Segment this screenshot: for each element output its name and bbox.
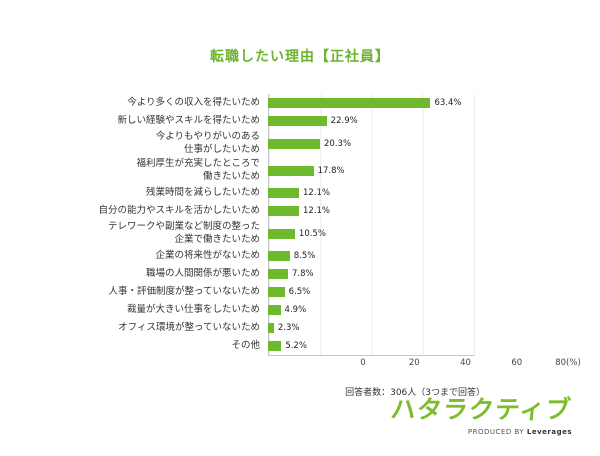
bar-track: 22.9% <box>268 116 473 126</box>
value-label: 10.5% <box>298 228 326 239</box>
bar-track: 2.3% <box>268 323 473 333</box>
chart-row: テレワークや副業など制度の整った 企業で働きたいため 10.5% <box>95 220 495 247</box>
chart-row: 人事・評価制度が整っていないため 6.5% <box>95 283 495 301</box>
bar-track: 7.8% <box>268 269 473 279</box>
bar-track: 5.2% <box>268 341 473 351</box>
value-label: 17.8% <box>317 165 345 176</box>
bar <box>268 188 299 198</box>
chart-row: 自分の能力やスキルを活かしたいため 12.1% <box>95 202 495 220</box>
category-label: オフィス環境が整っていないため <box>118 321 260 333</box>
value-label: 22.9% <box>330 116 358 126</box>
value-label: 6.5% <box>288 287 311 297</box>
chart-row: 企業の将来性がないため 8.5% <box>95 247 495 265</box>
bar-track: 63.4% <box>268 98 473 108</box>
chart-row: 今より多くの収入を得たいため 63.4% <box>95 94 495 112</box>
bar <box>268 251 290 261</box>
bar <box>268 206 299 216</box>
bar-chart: 今より多くの収入を得たいため 63.4% 新しい経験やスキルを得たいため 22.9% 今… <box>95 94 581 369</box>
value-label: 4.9% <box>284 305 307 315</box>
category-label: 残業時間を減らしたいため <box>145 186 260 198</box>
bar <box>268 323 274 333</box>
chart-row: 福利厚生が充実したところで 働きたいため 17.8% <box>95 157 495 184</box>
x-tick-label: 60 <box>511 358 523 368</box>
bar-track: 10.5% <box>268 228 473 239</box>
produced-by-line: PRODUCED BY Leverages <box>391 428 572 436</box>
category-label: 人事・評価制度が整っていないため <box>108 285 260 297</box>
x-tick-label: 80(%) <box>555 358 581 368</box>
value-label: 7.8% <box>291 269 314 279</box>
category-label: その他 <box>231 339 260 351</box>
value-label: 2.3% <box>277 323 300 333</box>
bar-track: 17.8% <box>268 165 473 176</box>
brand-wordmark: ハタラクティブ <box>389 395 574 424</box>
produced-by-text: PRODUCED BY <box>467 428 527 436</box>
bar <box>268 165 314 176</box>
chart-row: オフィス環境が整っていないため 2.3% <box>95 319 495 337</box>
x-tick-label: 0 <box>360 358 366 368</box>
chart-row: 新しい経験やスキルを得たいため 22.9% <box>95 112 495 130</box>
bar <box>268 116 327 126</box>
chart-row: その他 5.2% <box>95 337 495 355</box>
category-label: 今よりもやりがいのある 仕事がしたいため <box>155 131 260 155</box>
category-label: 企業の将来性がないため <box>155 249 260 261</box>
value-label: 8.5% <box>293 251 316 261</box>
x-tick-label: 20 <box>408 358 420 368</box>
category-label: 福利厚生が充実したところで 働きたいため <box>136 158 260 182</box>
x-tick-label: 40 <box>460 358 471 368</box>
category-label: 新しい経験やスキルを得たいため <box>117 114 260 126</box>
category-label: 今より多くの収入を得たいため <box>127 96 260 108</box>
chart-rows: 今より多くの収入を得たいため 63.4% 新しい経験やスキルを得たいため 22.9% 今… <box>95 94 495 356</box>
x-axis: 0 20 40 60 80(%) <box>360 355 580 369</box>
bar <box>268 138 321 149</box>
category-label: 自分の能力やスキルを活かしたいため <box>98 204 260 216</box>
value-label: 5.2% <box>285 341 307 351</box>
bar <box>268 269 288 279</box>
chart-row: 職場の人間関係が悪いため 7.8% <box>95 265 495 283</box>
bar <box>268 341 282 351</box>
chart-row: 裁量が大きい仕事をしたいため 4.9% <box>95 301 495 319</box>
chart-title: 転職したい理由【正社員】 <box>210 49 390 65</box>
hataractive-logo: ハタラクティブ PRODUCED BY Leverages <box>389 390 574 436</box>
bar <box>268 98 431 108</box>
bar-track: 8.5% <box>268 251 473 261</box>
bar <box>268 228 295 239</box>
bar-track: 6.5% <box>268 287 473 297</box>
category-label: テレワークや副業など制度の整った 企業で働きたいため <box>107 221 260 245</box>
chart-gridlines <box>268 94 475 356</box>
category-label: 裁量が大きい仕事をしたいため <box>126 303 260 315</box>
bar-track: 4.9% <box>268 305 473 315</box>
value-label: 63.4% <box>434 98 462 108</box>
chart-row: 残業時間を減らしたいため 12.1% <box>95 184 495 202</box>
bar <box>268 287 285 297</box>
value-label: 20.3% <box>324 138 352 149</box>
bar <box>268 305 281 315</box>
value-label: 12.1% <box>303 188 331 198</box>
bar-track: 12.1% <box>268 188 473 198</box>
value-label: 12.1% <box>303 206 331 216</box>
respondents-note: 回答者数：306人（3つまで回答） <box>345 388 485 398</box>
bar-track: 12.1% <box>268 206 473 216</box>
category-label: 職場の人間関係が悪いため <box>145 267 260 279</box>
chart-row: 今よりもやりがいのある 仕事がしたいため 20.3% <box>95 130 495 157</box>
bar-track: 20.3% <box>268 138 473 149</box>
company-name: Leverages <box>526 428 572 436</box>
